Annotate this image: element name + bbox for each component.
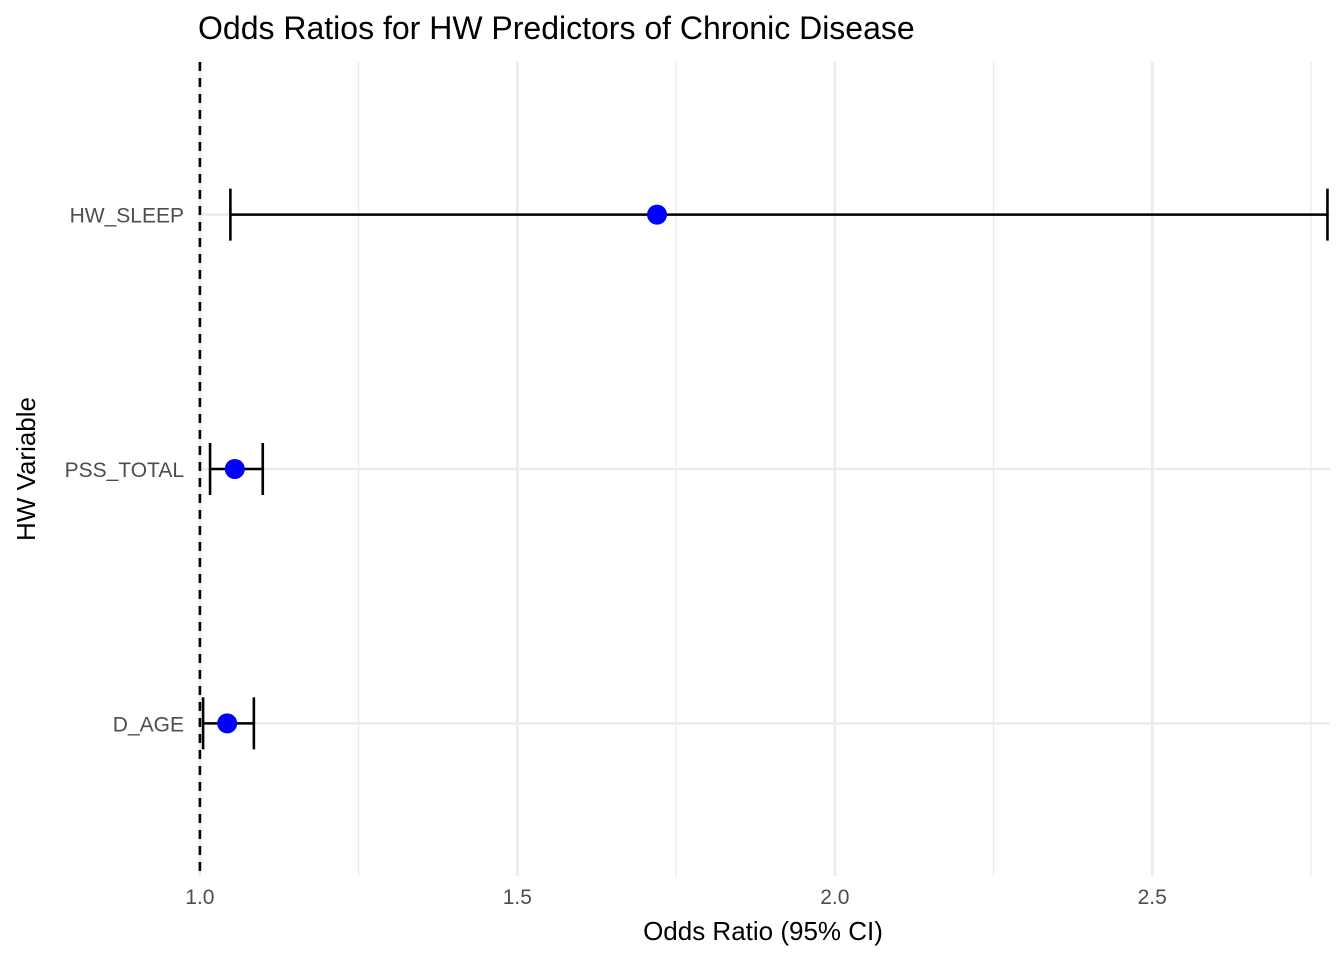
point-d-age xyxy=(217,713,238,734)
x-tick-label: 1.5 xyxy=(503,886,532,909)
point-hw-sleep xyxy=(647,204,668,225)
x-axis-ticks: 1.0 1.5 2.0 2.5 xyxy=(185,886,1167,909)
gridlines xyxy=(198,62,1330,876)
errorbars xyxy=(201,188,1329,750)
point-pss-total xyxy=(224,459,245,479)
x-tick-label: 2.5 xyxy=(1138,886,1167,909)
y-axis-ticks: HW_SLEEP PSS_TOTAL D_AGE xyxy=(65,205,184,737)
chart-title: Odds Ratios for HW Predictors of Chronic… xyxy=(198,10,915,46)
y-axis-title: HW Variable xyxy=(11,397,41,541)
x-axis-title: Odds Ratio (95% CI) xyxy=(643,916,883,946)
x-tick-label: 2.0 xyxy=(820,886,849,909)
x-tick-label: 1.0 xyxy=(185,886,214,909)
y-tick-label: PSS_TOTAL xyxy=(65,459,184,482)
y-tick-label: HW_SLEEP xyxy=(70,205,184,228)
points xyxy=(217,204,668,734)
y-tick-label: D_AGE xyxy=(113,713,184,736)
